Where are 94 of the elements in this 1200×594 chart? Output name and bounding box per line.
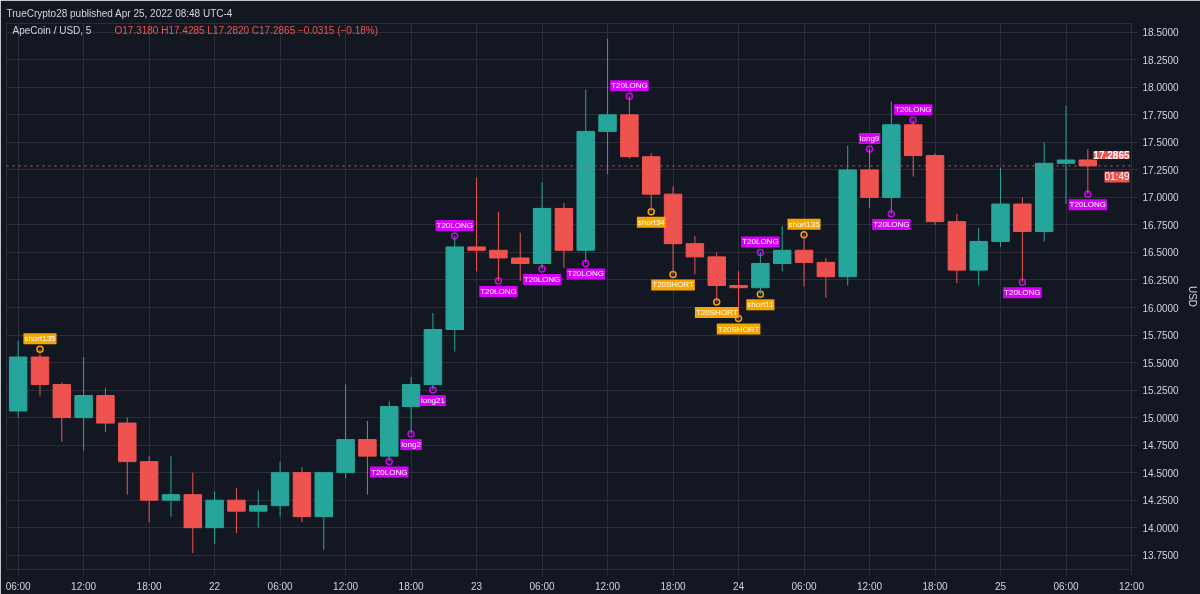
y-axis-title: USD	[1186, 285, 1198, 308]
y-tick-label: 17.0000	[1142, 192, 1180, 204]
data-label: T20SHORT	[717, 324, 760, 334]
candlestick	[794, 234, 814, 288]
text: TrueCrypto28 published Apr 25, 2022 08:48 UTC-4	[6, 7, 233, 19]
data-label: T20LONG	[436, 220, 473, 230]
point	[712, 298, 721, 306]
data-label: T20SHORT	[652, 280, 694, 290]
y-tick-label: 13.7500	[1142, 550, 1180, 562]
candlestick	[249, 489, 268, 529]
candlestick	[685, 235, 705, 275]
point	[36, 345, 44, 354]
y-tick-label: 18.5000	[1142, 27, 1180, 39]
y-tick-label: 15.7500	[1142, 330, 1180, 342]
y-tick-label: 18.0000	[1142, 82, 1180, 94]
candlestick	[227, 487, 246, 534]
point	[800, 231, 808, 239]
point	[581, 259, 590, 268]
data-label: T20LONG	[894, 105, 932, 115]
y-tick-label: 15.5000	[1142, 357, 1180, 369]
x-tick-label: 06:00	[1053, 580, 1079, 592]
data-label: long9	[859, 133, 880, 143]
data-label: T20LONG	[611, 81, 648, 91]
data-label: T20LONG	[371, 467, 408, 477]
point	[625, 92, 634, 100]
data-label: T20LONG	[1004, 288, 1041, 298]
x-tick-label: 12:00	[71, 580, 97, 592]
point	[756, 290, 765, 299]
x-tick-label: 12:00	[595, 580, 621, 592]
point	[407, 430, 415, 438]
point	[669, 270, 677, 279]
point	[887, 210, 896, 218]
x-tick-label: 22	[209, 580, 221, 592]
point	[451, 232, 459, 240]
chart-title: ApeCoin / USD, 5	[12, 24, 92, 36]
point	[734, 314, 743, 323]
y-tick-label: 14.0000	[1142, 522, 1180, 534]
y-tick-label: 16.7500	[1142, 219, 1180, 231]
data-label: short135	[24, 334, 57, 344]
annotation: O17.3180 H17.4285 L17.2820 C17.2865 −0.0315 (−0.18%)	[114, 24, 379, 36]
y-tick-label: 18.2500	[1142, 54, 1180, 66]
x-tick-label: 06:00	[791, 580, 817, 592]
x-tick-label: 18:00	[660, 580, 687, 592]
point	[538, 265, 546, 273]
y-tick-label: 16.5000	[1142, 247, 1180, 259]
y-tick-label: 14.2500	[1142, 495, 1180, 507]
y-tick-label: 14.7500	[1142, 440, 1180, 452]
x-tick-label: 06:00	[267, 580, 294, 592]
data-label: short11	[747, 300, 774, 310]
data-label: T20LONG	[1069, 200, 1107, 210]
data-label: short34	[637, 217, 666, 227]
candlestick	[401, 376, 421, 435]
x-tick-label: 12:00	[1118, 580, 1145, 592]
y-tick-label: 15.0000	[1142, 412, 1180, 424]
point	[1084, 190, 1092, 198]
y-tick-label: 17.7500	[1142, 109, 1180, 121]
x-tick-label: 25	[994, 580, 1007, 592]
data-label: T20LONG	[523, 274, 561, 284]
point	[756, 248, 765, 257]
y-tick-label: 17.2500	[1142, 164, 1180, 176]
point	[385, 457, 394, 466]
data-label: T20SHORT	[695, 308, 738, 317]
annotation: 01:49	[1104, 171, 1130, 183]
data-label: long21	[420, 396, 446, 406]
x-tick-label: 12:00	[857, 580, 883, 592]
x-tick-label: 06:00	[5, 580, 32, 592]
candlestick	[489, 211, 508, 282]
y-tick-label: 16.2500	[1142, 274, 1180, 286]
point	[494, 277, 503, 285]
x-tick-label: 18:00	[136, 580, 163, 592]
point	[909, 116, 917, 125]
x-tick-label: 12:00	[333, 580, 359, 592]
candlestick	[161, 455, 181, 518]
data-label: T20LONG	[567, 269, 604, 279]
data-label: T20LONG	[480, 287, 517, 297]
x-tick-label: 06:00	[529, 580, 556, 592]
y-tick-label: 16.0000	[1142, 302, 1180, 314]
candlestick	[816, 257, 836, 299]
x-tick-label: 23	[471, 580, 483, 592]
y-tick-label: 17.5000	[1142, 137, 1180, 149]
x-tick-label: 18:00	[922, 580, 948, 592]
candlestick	[74, 356, 93, 452]
point	[865, 145, 874, 153]
y-tick-label: 15.2500	[1142, 385, 1180, 397]
data-label: T20LONG	[742, 237, 779, 247]
data-label: long2	[401, 440, 422, 450]
x-tick-label: 18:00	[398, 580, 425, 592]
x-tick-label: 24	[732, 580, 745, 592]
point	[429, 386, 437, 394]
data-label: T20LONG	[873, 219, 910, 229]
y-tick-label: 14.5000	[1142, 467, 1180, 479]
data-label: short135	[788, 219, 821, 229]
point	[647, 207, 655, 216]
point	[1018, 278, 1027, 286]
